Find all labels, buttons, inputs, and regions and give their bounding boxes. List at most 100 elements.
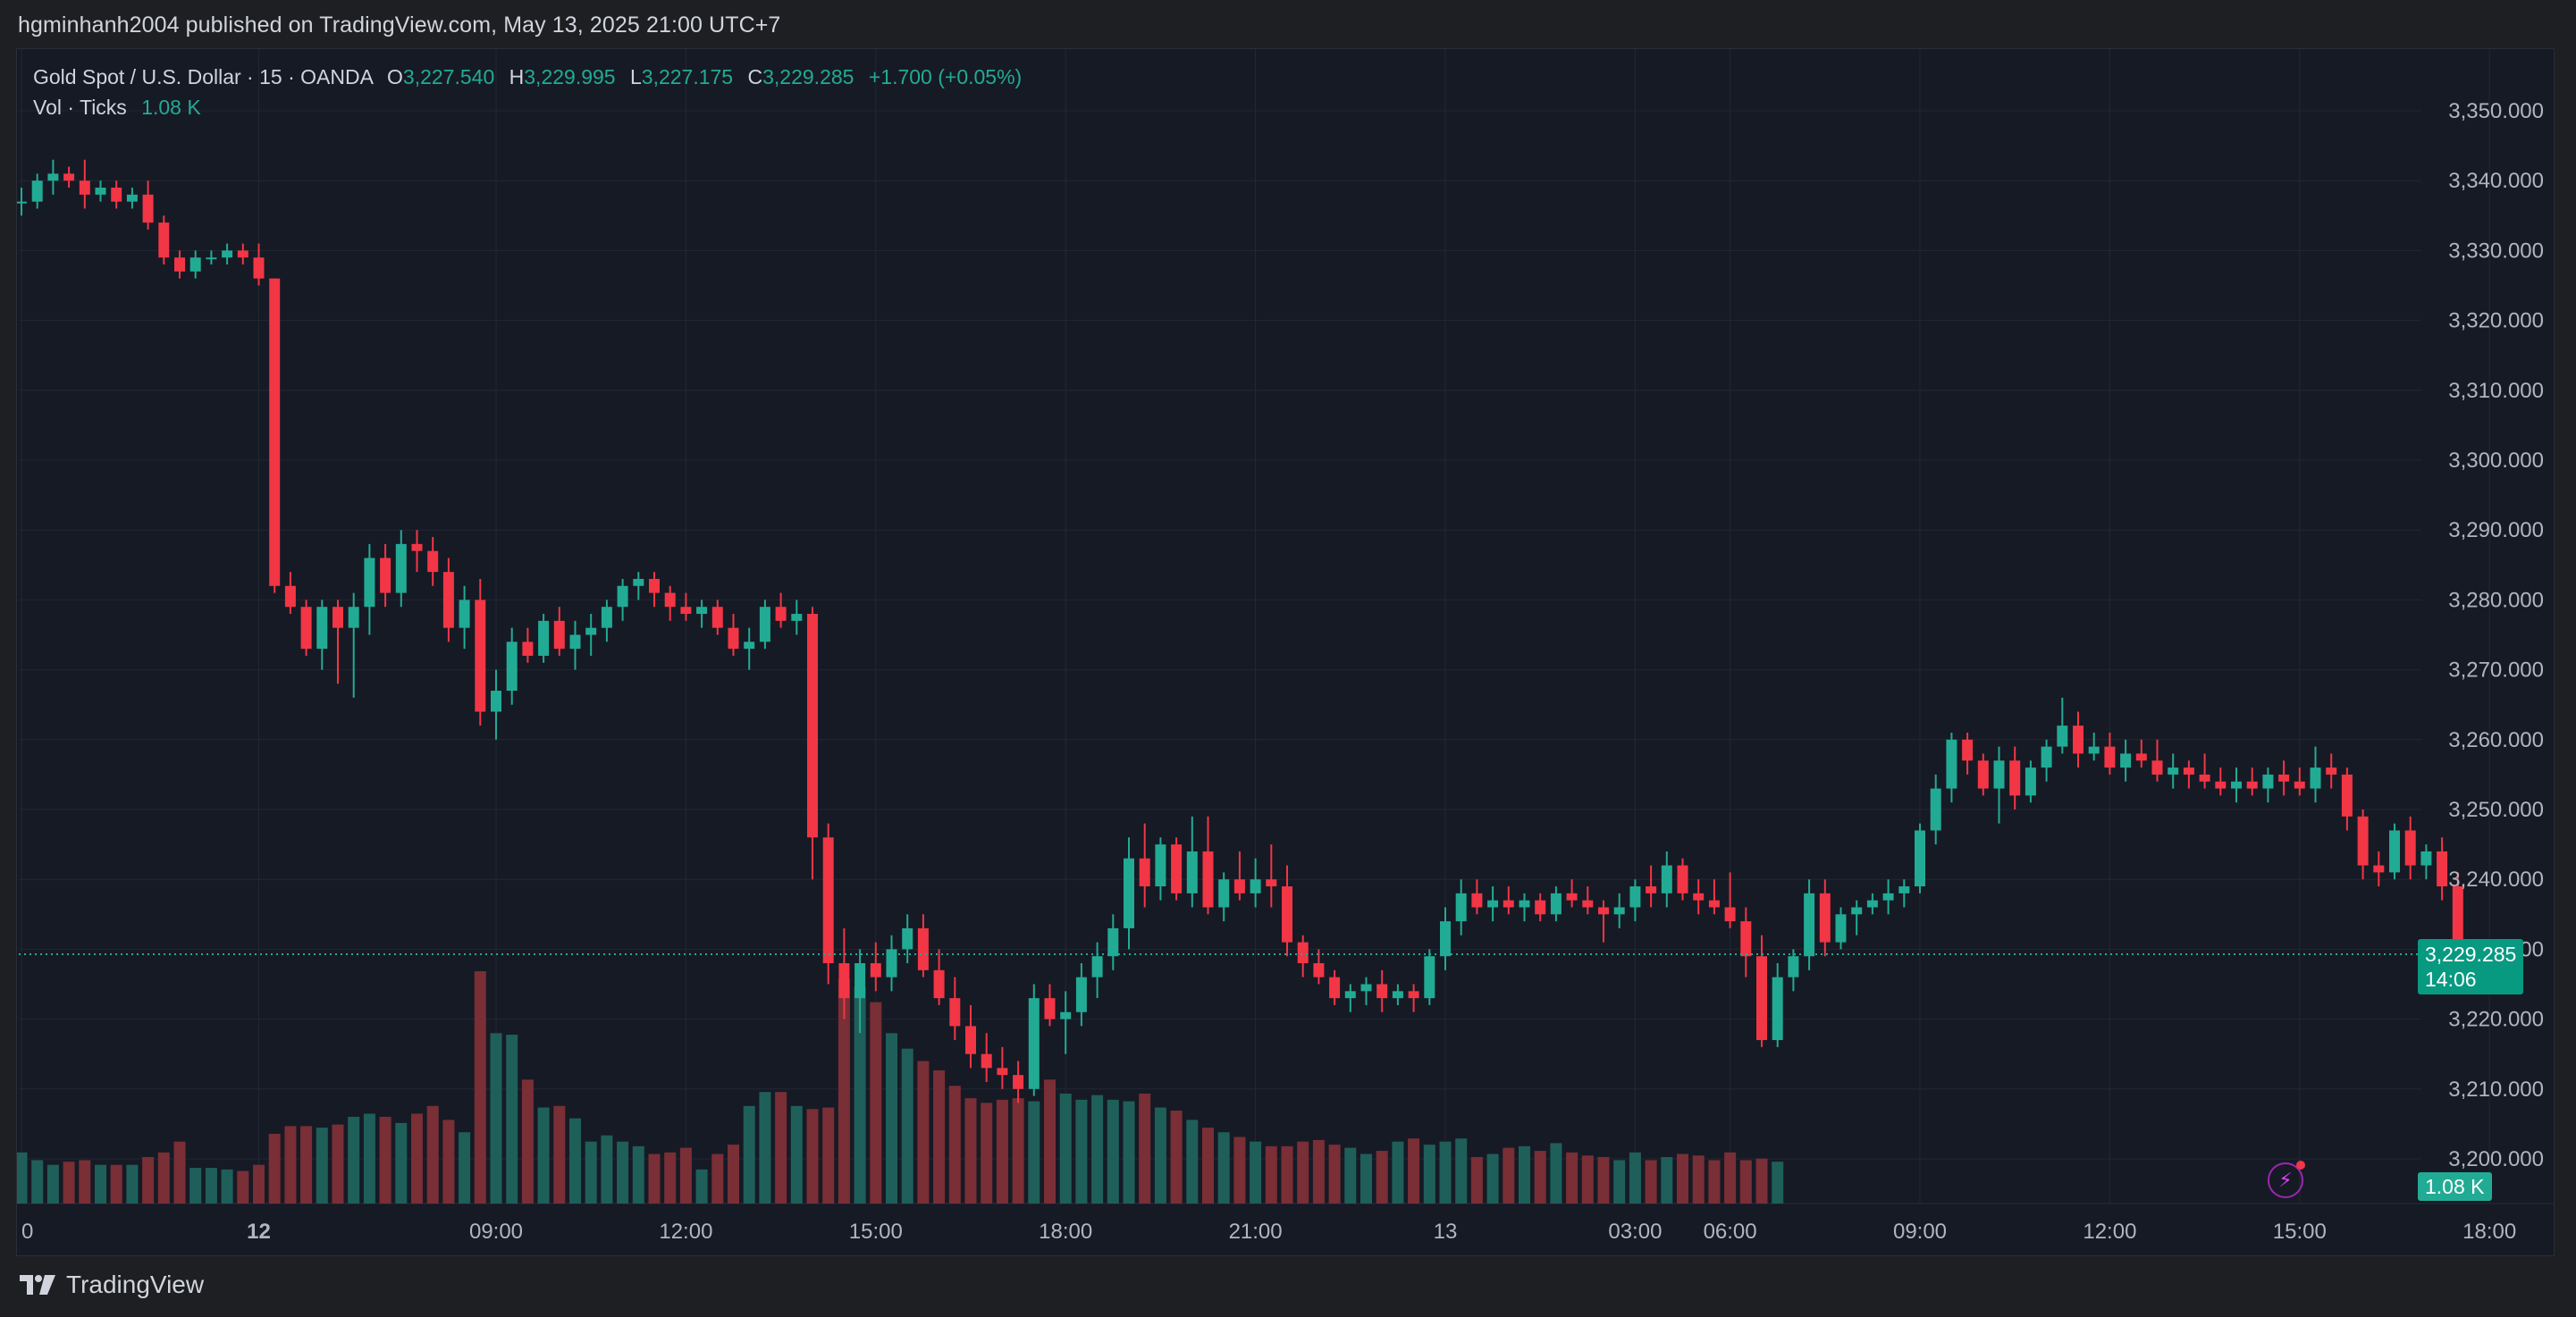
- candle-body[interactable]: [142, 194, 154, 223]
- candle-body[interactable]: [1171, 844, 1183, 893]
- candle-body[interactable]: [2246, 781, 2258, 789]
- candle-body[interactable]: [1344, 991, 1356, 999]
- candle-body[interactable]: [1582, 900, 1594, 908]
- candle-body[interactable]: [2183, 768, 2194, 775]
- candle-body[interactable]: [1930, 788, 1941, 831]
- candle-body[interactable]: [411, 543, 423, 551]
- candle-body[interactable]: [111, 188, 122, 202]
- candle-body[interactable]: [237, 250, 248, 258]
- candle-body[interactable]: [696, 607, 708, 615]
- candle-body[interactable]: [1598, 907, 1609, 915]
- candle-body[interactable]: [269, 278, 281, 586]
- candle-body[interactable]: [1550, 893, 1562, 915]
- candle-body[interactable]: [1613, 907, 1625, 915]
- candle-body[interactable]: [189, 257, 201, 272]
- candle-body[interactable]: [744, 642, 755, 650]
- candle-body[interactable]: [427, 550, 439, 573]
- candle-body[interactable]: [1376, 984, 1388, 999]
- candle-body[interactable]: [1186, 851, 1198, 893]
- candle-body[interactable]: [2437, 851, 2448, 887]
- candle-body[interactable]: [1360, 984, 1372, 992]
- candle-body[interactable]: [1124, 858, 1134, 928]
- candle-body[interactable]: [2373, 865, 2385, 873]
- candle-body[interactable]: [1155, 844, 1166, 887]
- candle-body[interactable]: [649, 578, 660, 593]
- candle-body[interactable]: [1788, 956, 1799, 977]
- candle-body[interactable]: [1440, 921, 1451, 957]
- candle-body[interactable]: [538, 620, 550, 656]
- candle-body[interactable]: [1756, 956, 1767, 1041]
- candle-body[interactable]: [206, 257, 217, 260]
- candle-body[interactable]: [1566, 893, 1578, 901]
- candle-body[interactable]: [459, 600, 470, 628]
- candle-body[interactable]: [1471, 893, 1483, 908]
- candle-body[interactable]: [1060, 1011, 1072, 1019]
- candle-body[interactable]: [95, 188, 106, 195]
- candle-body[interactable]: [442, 572, 454, 628]
- candle-body[interactable]: [1503, 900, 1514, 908]
- candle-body[interactable]: [1646, 886, 1657, 893]
- candle-body[interactable]: [1835, 914, 1847, 943]
- candle-body[interactable]: [965, 1026, 976, 1054]
- candle-body[interactable]: [680, 607, 692, 615]
- candle-body[interactable]: [364, 558, 375, 608]
- candle-body[interactable]: [2073, 726, 2084, 754]
- candle-body[interactable]: [933, 969, 945, 999]
- candle-body[interactable]: [1091, 956, 1103, 977]
- candle-body[interactable]: [1962, 739, 1974, 761]
- candle-body[interactable]: [2420, 851, 2432, 866]
- candle-body[interactable]: [1202, 851, 1214, 908]
- candle-body[interactable]: [917, 927, 929, 970]
- candle-body[interactable]: [2151, 760, 2163, 775]
- candle-body[interactable]: [775, 607, 787, 621]
- candle-body[interactable]: [1946, 739, 1957, 789]
- candle-body[interactable]: [2262, 774, 2274, 789]
- candle-body[interactable]: [1392, 991, 1403, 999]
- candle-body[interactable]: [1898, 886, 1910, 893]
- candle-body[interactable]: [838, 963, 850, 999]
- candle-body[interactable]: [1028, 998, 1040, 1089]
- candle-body[interactable]: [2057, 726, 2068, 747]
- candle-body[interactable]: [222, 250, 233, 258]
- candle-body[interactable]: [1882, 893, 1894, 901]
- candle-body[interactable]: [300, 607, 312, 650]
- alert-bolt-icon[interactable]: ⚡: [2268, 1161, 2305, 1198]
- candle-body[interactable]: [822, 837, 834, 964]
- candle-body[interactable]: [1819, 893, 1831, 943]
- tradingview-logo[interactable]: TradingView: [18, 1271, 204, 1299]
- candle-body[interactable]: [1724, 907, 1736, 922]
- candle-body[interactable]: [2025, 768, 2036, 796]
- candle-body[interactable]: [1693, 893, 1705, 901]
- candle-body[interactable]: [2088, 746, 2100, 754]
- candle-body[interactable]: [711, 607, 723, 628]
- symbol-label[interactable]: Gold Spot / U.S. Dollar · 15 · OANDA: [33, 65, 373, 88]
- volume-indicator-label[interactable]: Vol · Ticks: [33, 96, 127, 119]
- candle-body[interactable]: [2231, 781, 2242, 789]
- candle-body[interactable]: [31, 180, 43, 202]
- candle-body[interactable]: [284, 585, 296, 608]
- candle-body[interactable]: [253, 257, 265, 279]
- candle-body[interactable]: [854, 963, 866, 999]
- candle-body[interactable]: [2199, 774, 2210, 782]
- candle-body[interactable]: [1075, 977, 1087, 1012]
- candle-body[interactable]: [2294, 781, 2305, 789]
- candle-body[interactable]: [79, 180, 90, 195]
- candle-body[interactable]: [174, 257, 185, 272]
- candle-body[interactable]: [1851, 907, 1863, 915]
- candle-body[interactable]: [1044, 998, 1056, 1019]
- candle-body[interactable]: [870, 963, 881, 977]
- candle-body[interactable]: [1487, 900, 1499, 908]
- chart-area[interactable]: 3,350.000 3,340.000 3,330.000 3,320.000 3,31…: [16, 48, 2555, 1256]
- candle-body[interactable]: [1740, 921, 1752, 957]
- candle-body[interactable]: [47, 173, 59, 181]
- candle-body[interactable]: [316, 607, 328, 650]
- candle-body[interactable]: [1233, 879, 1245, 893]
- candle-body[interactable]: [902, 927, 913, 950]
- candle-body[interactable]: [2168, 768, 2179, 775]
- candle-body[interactable]: [2452, 886, 2463, 950]
- candle-body[interactable]: [1677, 865, 1688, 893]
- candle-body[interactable]: [1708, 900, 1720, 908]
- candle-body[interactable]: [1107, 927, 1119, 957]
- candle-body[interactable]: [1282, 886, 1292, 943]
- candle-body[interactable]: [2120, 753, 2132, 768]
